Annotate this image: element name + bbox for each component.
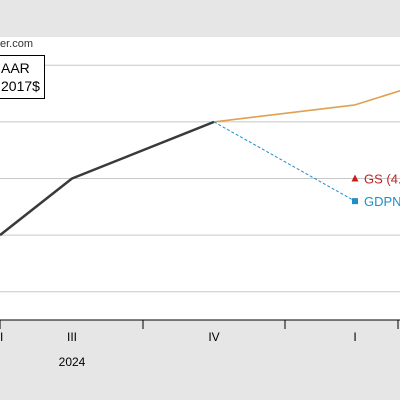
axis-labels: IIIIIIVI2024	[0, 330, 357, 369]
gdpnow-marker-square	[352, 198, 358, 205]
gdpnow-label: GDPN	[364, 194, 400, 209]
point-markers: GS (4. GDPN	[351, 172, 400, 209]
units-line-1: AAR	[1, 60, 30, 76]
x-tick-label: I	[353, 330, 356, 344]
series-lines	[0, 90, 400, 237]
units-line-2: 2017$	[1, 78, 40, 94]
gs-label: GS (4.	[364, 172, 400, 187]
series-line-gdp	[0, 120, 215, 237]
x-tick-label: III	[67, 330, 77, 344]
gridlines	[0, 64, 400, 321]
gs-marker-triangle	[351, 174, 359, 182]
x-tick-label: IV	[208, 330, 219, 344]
series-line-gs-path	[213, 90, 400, 123]
x-year-label: 2024	[59, 355, 86, 369]
series-line-gdpnow-path	[213, 121, 356, 202]
source-label: er.com	[0, 38, 34, 50]
x-axis-ticks	[0, 320, 399, 329]
x-tick-label: II	[0, 330, 3, 344]
units-legend-box: AAR 2017$	[0, 55, 45, 99]
